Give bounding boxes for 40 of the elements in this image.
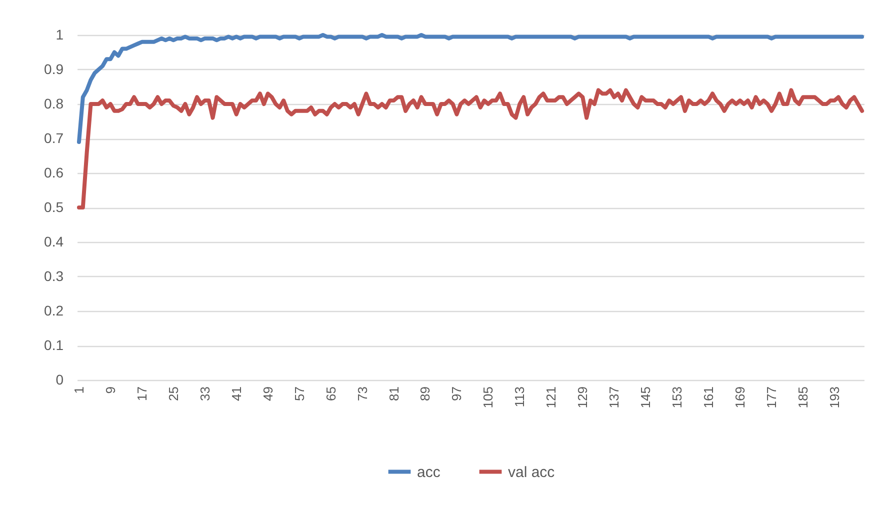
y-tick-label: 0.9 <box>44 61 64 77</box>
line-series <box>76 33 864 144</box>
line-series <box>76 88 864 210</box>
y-tick-label: 0.8 <box>44 96 64 112</box>
x-tick-label: 193 <box>826 386 842 408</box>
y-tick-label: 0.5 <box>44 199 64 215</box>
y-tick-label: 0.6 <box>44 164 64 180</box>
x-tick-label: 9 <box>102 386 118 394</box>
x-tick-label: 33 <box>197 386 212 401</box>
x-tick-label: 113 <box>512 386 528 408</box>
x-tick-label: 153 <box>670 386 685 408</box>
legend-label: val acc <box>508 464 556 481</box>
y-tick-label: 0 <box>56 372 64 388</box>
y-tick-label: 0.4 <box>44 234 64 250</box>
x-tick-label: 145 <box>638 386 654 408</box>
x-tick-label: 129 <box>575 386 590 408</box>
x-tick-label: 169 <box>732 386 748 408</box>
x-tick-label: 177 <box>764 386 780 408</box>
x-tick-label: 57 <box>292 386 307 401</box>
x-tick-label: 105 <box>480 386 496 408</box>
x-tick-label: 161 <box>701 386 716 408</box>
y-tick-label: 0.2 <box>44 302 64 318</box>
x-tick-label: 81 <box>386 386 402 401</box>
y-tick-label: 0.1 <box>44 337 64 353</box>
legend-label: acc <box>417 464 441 481</box>
x-tick-label: 97 <box>449 386 464 401</box>
x-tick-label: 41 <box>228 386 244 401</box>
x-tick-label: 185 <box>796 386 811 408</box>
x-tick-label: 121 <box>544 386 559 408</box>
x-tick-label: 25 <box>166 386 181 401</box>
y-tick-label: 0.3 <box>44 268 64 284</box>
y-tick-label: 0.7 <box>44 130 64 146</box>
x-tick-label: 49 <box>260 386 276 401</box>
x-tick-label: 73 <box>354 386 370 401</box>
y-tick-label: 1 <box>56 26 64 42</box>
x-tick-label: 1 <box>71 386 86 394</box>
x-tick-label: 17 <box>134 386 150 401</box>
x-tick-label: 89 <box>418 386 433 401</box>
x-tick-label: 65 <box>323 386 338 401</box>
x-tick-label: 137 <box>606 386 622 408</box>
